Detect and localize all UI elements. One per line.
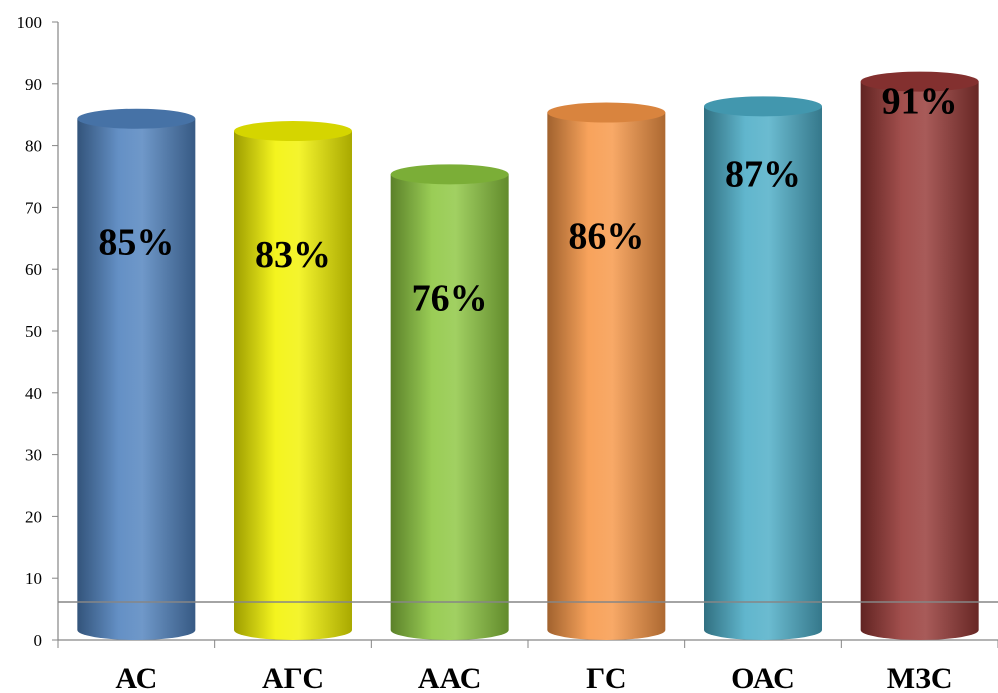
y-tick-label: 30 (25, 446, 42, 465)
data-label-АГС: 83% (255, 234, 331, 276)
bar-top-МЗС (860, 71, 979, 92)
y-tick-label: 10 (25, 569, 42, 588)
x-tick-label-АС: АС (115, 662, 157, 693)
bar-top-ОАС (704, 96, 822, 117)
x-tick-label-ГС: ГС (586, 662, 626, 693)
axes: 0 10 20 30 40 50 60 70 80 90 100 (17, 13, 998, 650)
data-label-ГС: 86% (568, 216, 644, 258)
bar-top-ГС (547, 102, 666, 123)
bar-МЗС (860, 81, 979, 640)
bar-top-АС (77, 108, 196, 129)
x-tick-label-ОАС: ОАС (731, 662, 795, 693)
y-tick-label: 80 (25, 137, 42, 156)
bar-ОАС (704, 106, 822, 641)
bar-top-АГС (234, 121, 352, 142)
data-label-ААС: 76% (412, 277, 488, 319)
bar-АГС (234, 131, 352, 640)
y-tick-label: 100 (17, 13, 43, 32)
y-tick-label: 0 (34, 631, 43, 650)
y-tick-label: 60 (25, 260, 42, 279)
bar-АС (77, 118, 196, 640)
bar-ГС (547, 112, 666, 640)
y-tick-label: 70 (25, 198, 42, 217)
data-label-МЗС: 91% (882, 81, 958, 123)
x-tick-label-АГС: АГС (262, 662, 324, 693)
y-tick-label: 50 (25, 322, 42, 341)
bar-ААС (390, 174, 509, 640)
data-label-АС: 85% (98, 222, 174, 264)
bars (77, 71, 979, 641)
x-tick-label-МЗС: МЗС (887, 662, 953, 693)
x-tick-label-ААС: ААС (418, 662, 482, 693)
bar-top-ААС (390, 164, 509, 185)
data-label-ОАС: 87% (725, 153, 801, 195)
labels: 85% АС 83% АГС 76% ААС 86% ГС 87% ОАС 91% МЗС (58, 81, 998, 693)
y-tick-label: 20 (25, 507, 42, 526)
y-tick-label: 90 (25, 75, 42, 94)
y-tick-label: 40 (25, 384, 42, 403)
